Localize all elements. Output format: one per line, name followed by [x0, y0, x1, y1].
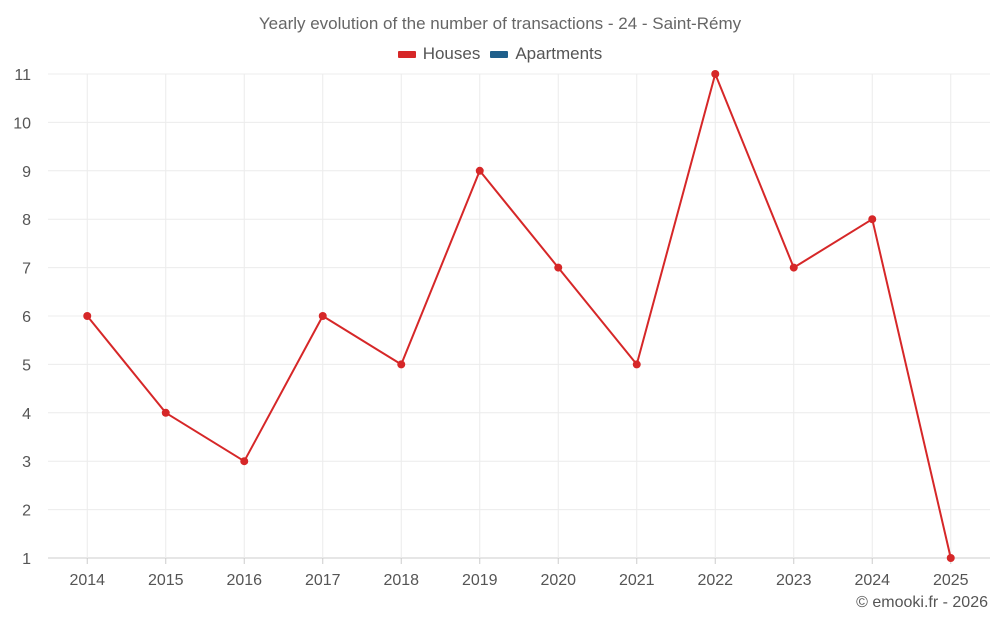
x-axis: 2014 2015 2016 2017 2018 2019 2020 2021 2022 2023… — [69, 558, 969, 589]
x-tick-label: 2022 — [697, 572, 733, 589]
data-point — [789, 263, 798, 272]
legend-swatch-apartments — [490, 50, 509, 58]
credit-text: © emooki.fr - 2026 — [856, 594, 988, 611]
data-point — [711, 70, 720, 78]
data-point — [318, 312, 327, 320]
legend-item-houses[interactable]: Houses — [397, 44, 481, 64]
data-point — [83, 312, 92, 320]
data-point — [554, 263, 563, 272]
y-tick-label: 11 — [14, 67, 31, 84]
y-tick-label: 2 — [22, 503, 31, 520]
x-tick-label: 2019 — [462, 572, 498, 589]
legend-label-houses: Houses — [422, 44, 481, 63]
chart-title: Yearly evolution of the number of transa… — [258, 14, 742, 33]
chart-legend: Houses Apartments — [0, 44, 1000, 64]
x-tick-label: 2016 — [226, 572, 262, 589]
data-point — [632, 360, 641, 369]
y-tick-label: 6 — [22, 309, 31, 326]
y-tick-label: 9 — [22, 164, 31, 181]
series-line-houses — [86, 73, 952, 559]
x-tick-label: 2018 — [383, 572, 419, 589]
x-tick-label: 2021 — [619, 572, 655, 589]
y-tick-label: 1 — [22, 551, 31, 568]
x-tick-label: 2017 — [305, 572, 341, 589]
y-tick-label: 5 — [22, 357, 31, 374]
data-point — [397, 360, 406, 369]
y-tick-label: 10 — [13, 115, 31, 132]
legend-item-apartments[interactable]: Apartments — [490, 44, 602, 64]
x-tick-label: 2025 — [933, 572, 969, 589]
legend-swatch-houses — [397, 50, 416, 58]
series-layer — [83, 70, 955, 562]
y-tick-label: 8 — [22, 212, 31, 229]
x-tick-label: 2024 — [854, 572, 890, 589]
y-tick-label: 7 — [22, 261, 31, 278]
x-tick-label: 2014 — [69, 572, 105, 589]
data-point — [475, 166, 484, 175]
y-tick-label: 3 — [22, 454, 31, 471]
data-point — [946, 554, 955, 562]
x-tick-label: 2020 — [540, 572, 576, 589]
data-point — [161, 408, 170, 417]
x-tick-label: 2015 — [148, 572, 184, 589]
data-point — [868, 215, 877, 224]
grid-lines — [48, 73, 990, 559]
data-point — [240, 457, 249, 466]
x-tick-label: 2023 — [776, 572, 812, 589]
y-tick-label: 4 — [22, 406, 31, 423]
y-axis: 1 2 3 4 5 6 7 8 9 10 11 — [13, 67, 31, 568]
legend-label-apartments: Apartments — [515, 44, 603, 63]
